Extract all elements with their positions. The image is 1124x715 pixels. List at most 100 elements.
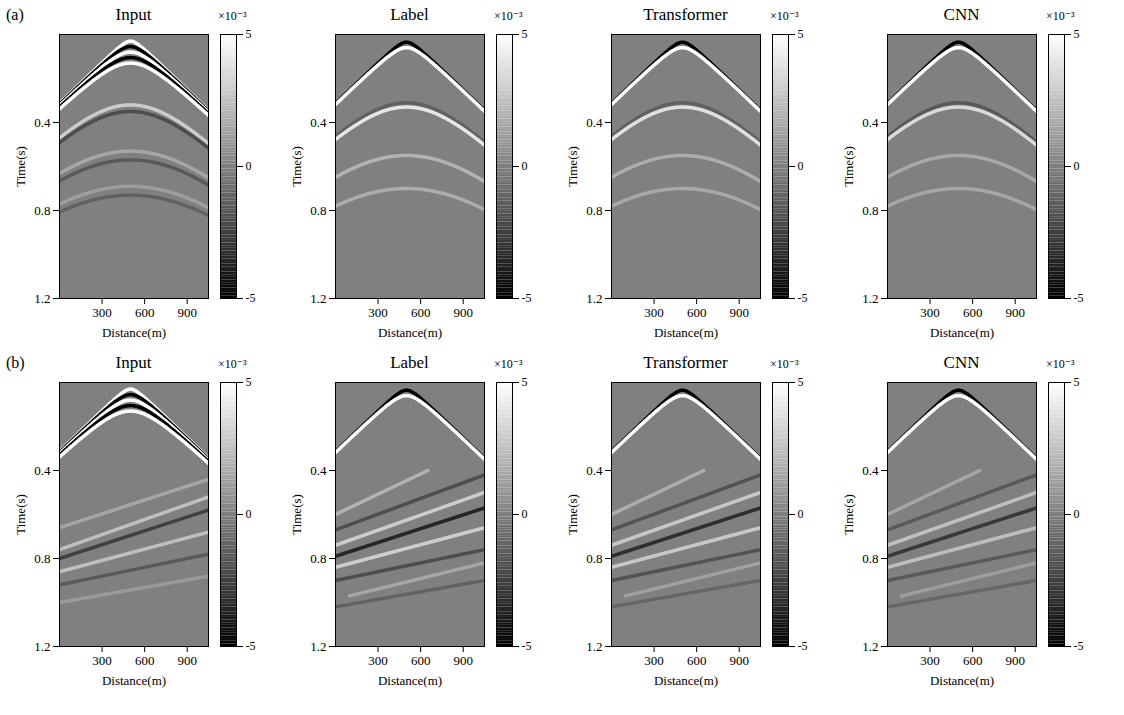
svg-text:900: 900 <box>177 653 197 668</box>
svg-text:300: 300 <box>368 305 388 320</box>
svg-text:Distance(m): Distance(m) <box>102 673 166 688</box>
svg-text:0.4: 0.4 <box>34 463 51 478</box>
svg-text:0: 0 <box>522 159 528 173</box>
html-text:Input: Input <box>115 5 152 24</box>
html-text:×10⁻³: ×10⁻³ <box>494 9 523 23</box>
html-text:Input: Input <box>115 353 152 372</box>
svg-text:-5: -5 <box>246 639 256 653</box>
svg-text:Time(s): Time(s) <box>841 146 856 187</box>
svg-text:300: 300 <box>920 305 940 320</box>
svg-text:0.4: 0.4 <box>310 115 327 130</box>
svg-text:0: 0 <box>1074 159 1080 173</box>
svg-text:5: 5 <box>246 375 252 389</box>
svg-text:0: 0 <box>1074 507 1080 521</box>
svg-text:-5: -5 <box>1074 291 1084 305</box>
svg-text:-5: -5 <box>522 639 532 653</box>
svg-text:Distance(m): Distance(m) <box>930 673 994 688</box>
svg-text:1.2: 1.2 <box>586 639 602 654</box>
html-text:Label: Label <box>390 5 429 24</box>
svg-text:900: 900 <box>1005 305 1024 320</box>
svg-text:Time(s): Time(s) <box>13 146 28 187</box>
html-text:CNN: CNN <box>943 5 980 24</box>
svg-text:1.2: 1.2 <box>34 639 50 654</box>
svg-text:0.4: 0.4 <box>862 115 879 130</box>
html-text:Transformer: Transformer <box>643 353 728 372</box>
html-text:(a): (a) <box>6 6 24 23</box>
svg-text:Time(s): Time(s) <box>565 494 580 535</box>
html-text:Transformer: Transformer <box>643 5 728 24</box>
html-text:(b): (b) <box>6 354 25 371</box>
svg-text:300: 300 <box>920 653 940 668</box>
svg-text:900: 900 <box>453 305 473 320</box>
svg-text:0.8: 0.8 <box>34 551 50 566</box>
svg-text:600: 600 <box>963 305 983 320</box>
html-text:CNN: CNN <box>943 353 980 372</box>
svg-text:0.4: 0.4 <box>862 463 879 478</box>
svg-text:600: 600 <box>411 653 431 668</box>
svg-text:900: 900 <box>729 305 749 320</box>
svg-text:600: 600 <box>963 653 983 668</box>
svg-text:-5: -5 <box>522 291 532 305</box>
svg-text:300: 300 <box>92 305 112 320</box>
svg-text:Time(s): Time(s) <box>289 494 304 535</box>
svg-text:Time(s): Time(s) <box>841 494 856 535</box>
svg-text:300: 300 <box>92 653 112 668</box>
svg-text:5: 5 <box>522 375 528 389</box>
svg-text:0.8: 0.8 <box>310 551 326 566</box>
svg-text:900: 900 <box>1005 653 1024 668</box>
svg-text:Distance(m): Distance(m) <box>378 325 442 340</box>
svg-text:600: 600 <box>135 653 155 668</box>
svg-text:1.2: 1.2 <box>862 291 878 306</box>
html-text:Label: Label <box>390 353 429 372</box>
svg-text:5: 5 <box>798 27 804 41</box>
svg-text:0: 0 <box>246 507 252 521</box>
svg-text:0.4: 0.4 <box>586 115 603 130</box>
svg-text:0: 0 <box>798 507 804 521</box>
svg-text:300: 300 <box>644 653 664 668</box>
svg-text:0.4: 0.4 <box>586 463 603 478</box>
svg-text:900: 900 <box>177 305 197 320</box>
svg-text:0.8: 0.8 <box>310 203 326 218</box>
svg-text:-5: -5 <box>798 639 808 653</box>
svg-text:5: 5 <box>1074 27 1080 41</box>
svg-text:1.2: 1.2 <box>862 639 878 654</box>
svg-text:Time(s): Time(s) <box>13 494 28 535</box>
svg-text:900: 900 <box>453 653 473 668</box>
svg-text:0.8: 0.8 <box>862 551 878 566</box>
svg-text:-5: -5 <box>798 291 808 305</box>
svg-text:0: 0 <box>522 507 528 521</box>
svg-text:-5: -5 <box>1074 639 1084 653</box>
svg-text:0.8: 0.8 <box>34 203 50 218</box>
svg-text:5: 5 <box>522 27 528 41</box>
svg-text:600: 600 <box>135 305 155 320</box>
svg-text:0.8: 0.8 <box>862 203 878 218</box>
svg-text:5: 5 <box>1074 375 1080 389</box>
svg-text:5: 5 <box>246 27 252 41</box>
svg-text:900: 900 <box>729 653 749 668</box>
svg-text:Distance(m): Distance(m) <box>930 325 994 340</box>
svg-text:0.4: 0.4 <box>34 115 51 130</box>
svg-text:Distance(m): Distance(m) <box>654 673 718 688</box>
svg-text:300: 300 <box>644 305 664 320</box>
html-text:×10⁻³: ×10⁻³ <box>218 9 247 23</box>
svg-text:1.2: 1.2 <box>34 291 50 306</box>
svg-text:1.2: 1.2 <box>586 291 602 306</box>
svg-text:1.2: 1.2 <box>310 639 326 654</box>
svg-text:Distance(m): Distance(m) <box>654 325 718 340</box>
svg-text:Distance(m): Distance(m) <box>378 673 442 688</box>
svg-text:0.4: 0.4 <box>310 463 327 478</box>
svg-text:0: 0 <box>798 159 804 173</box>
svg-text:600: 600 <box>687 305 707 320</box>
svg-text:0.8: 0.8 <box>586 203 602 218</box>
svg-text:0: 0 <box>246 159 252 173</box>
svg-text:5: 5 <box>798 375 804 389</box>
svg-text:600: 600 <box>411 305 431 320</box>
svg-text:Distance(m): Distance(m) <box>102 325 166 340</box>
svg-text:Time(s): Time(s) <box>565 146 580 187</box>
svg-text:300: 300 <box>368 653 388 668</box>
svg-text:1.2: 1.2 <box>310 291 326 306</box>
svg-text:0.8: 0.8 <box>586 551 602 566</box>
svg-text:600: 600 <box>687 653 707 668</box>
svg-text:-5: -5 <box>246 291 256 305</box>
svg-text:Time(s): Time(s) <box>289 146 304 187</box>
